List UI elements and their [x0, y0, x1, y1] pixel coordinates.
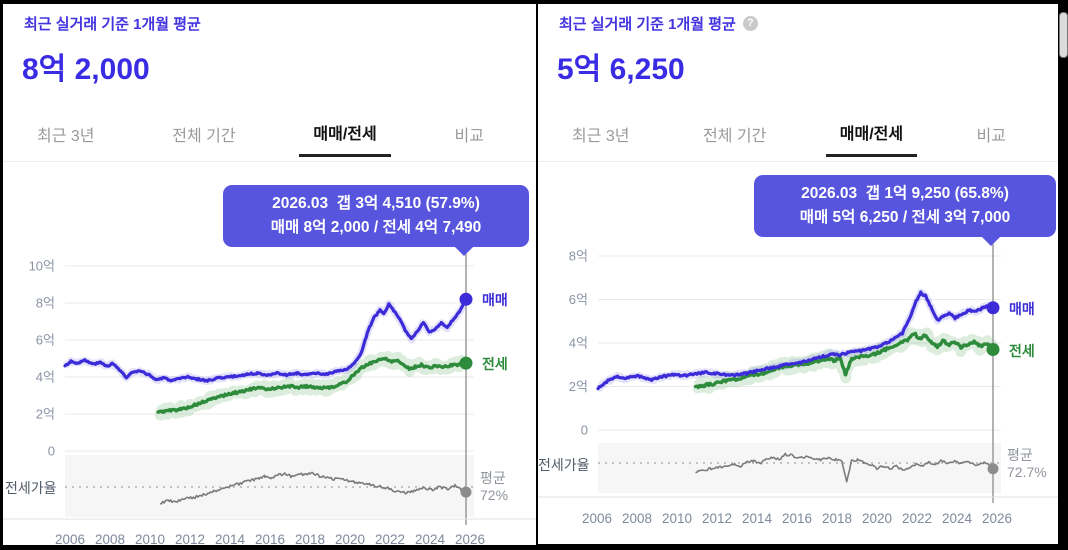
x-axis-tick: 2008: [622, 511, 652, 526]
vertical-scrollbar-thumb[interactable]: [1059, 12, 1068, 58]
x-axis-tick: 2022: [902, 511, 932, 526]
ratio-line: [159, 471, 467, 505]
tab-sale-jeonse[interactable]: 매매/전세: [299, 120, 391, 157]
average-word: 평균: [480, 470, 506, 487]
x-axis-tick: 2018: [822, 511, 852, 526]
tab-recent-3y[interactable]: 최근 3년: [23, 120, 109, 157]
legend-maemae-label: 매매: [482, 292, 508, 309]
maemae-endpoint-dot: [459, 292, 473, 306]
tooltip-gap-line: 2026.03 갭 3억 4,510 (57.9%): [272, 195, 480, 212]
maemae-line: [596, 290, 995, 391]
tab-compare[interactable]: 비교: [963, 120, 1020, 157]
jeonse-line: [156, 356, 468, 414]
y-axis-tick: 0: [48, 444, 55, 459]
tab-divider: [3, 161, 536, 162]
price-chart-panel-left: 최근 실거래 기준 1개월 평균 8억 2,000 최근 3년 전체 기간 매매…: [3, 4, 536, 545]
ratio-axis-label: 전세가율: [5, 480, 57, 496]
tab-recent-3y[interactable]: 최근 3년: [558, 120, 644, 157]
tab-bar: 최근 3년 전체 기간 매매/전세 비교: [538, 120, 1058, 157]
jeonse-band: [153, 351, 472, 421]
maemae-band: [62, 297, 470, 385]
tab-sale-jeonse[interactable]: 매매/전세: [825, 120, 918, 157]
tab-full-period[interactable]: 전체 기간: [158, 120, 249, 157]
average-value: 72.7%: [1007, 463, 1047, 480]
panel-header: 최근 실거래 기준 1개월 평균: [24, 13, 201, 34]
jeonse-band: [691, 327, 999, 394]
y-axis-tick: 2억: [36, 407, 55, 422]
help-icon[interactable]: ?: [742, 16, 758, 31]
x-axis-tick: 2014: [742, 511, 773, 526]
x-axis-tick: 2026: [982, 511, 1012, 526]
y-axis-tick: 10억: [29, 259, 55, 274]
y-axis-tick: 6억: [36, 333, 55, 348]
x-axis-tick: 2006: [55, 532, 85, 545]
tooltip-price-line: 매매 5억 6,250 / 전세 3억 7,000: [799, 209, 1011, 226]
jeonse-endpoint-dot: [459, 356, 473, 370]
x-axis-tick: 2018: [295, 532, 325, 545]
y-axis-tick: 8억: [569, 249, 588, 264]
x-axis-tick: 2012: [702, 511, 732, 526]
legend-jeonse-label: 전세: [482, 356, 508, 373]
tab-bar: 최근 3년 전체 기간 매매/전세 비교: [3, 120, 536, 157]
legend-jeonse-label: 전세: [1009, 342, 1035, 359]
panel-header: 최근 실거래 기준 1개월 평균 ?: [559, 13, 758, 34]
x-axis-tick: 2016: [255, 532, 285, 545]
chart-tooltip: 2026.03 갭 1억 9,250 (65.8%) 매매 5억 6,250 /…: [754, 175, 1056, 246]
average-value: 72%: [480, 487, 509, 504]
maemae-line: [63, 297, 468, 383]
jeonse-line: [693, 331, 995, 390]
ratio-line: [695, 452, 994, 483]
average-word: 평균: [1007, 446, 1033, 463]
y-axis-tick: 4억: [36, 370, 55, 385]
legend-average-label: 평균 72%: [480, 470, 508, 504]
ratio-endpoint-dot: [987, 463, 999, 475]
x-axis-tick: 2006: [582, 511, 612, 526]
x-axis-tick: 2010: [662, 511, 692, 526]
ratio-subchart-bg: [65, 455, 474, 517]
average-price: 5억 6,250: [557, 53, 685, 86]
tab-compare[interactable]: 비교: [441, 120, 498, 157]
jeonse-endpoint-dot: [986, 343, 1000, 357]
x-axis-tick: 2024: [942, 511, 973, 526]
x-axis-tick: 2024: [415, 532, 446, 545]
tooltip-gap-line: 2026.03 갭 1억 9,250 (65.8%): [801, 185, 1009, 202]
x-axis-tick: 2010: [135, 532, 165, 545]
legend-maemae-label: 매매: [1009, 300, 1035, 317]
ratio-axis-label: 전세가율: [538, 457, 590, 473]
average-price: 8억 2,000: [22, 53, 150, 86]
x-axis-tick: 2012: [175, 532, 205, 545]
x-axis-tick: 2014: [215, 532, 246, 545]
price-chart-panel-right: 최근 실거래 기준 1개월 평균 ? 5억 6,250 최근 3년 전체 기간 …: [538, 4, 1058, 544]
x-axis-tick: 2020: [335, 532, 365, 545]
chart-tooltip: 2026.03 갭 3억 4,510 (57.9%) 매매 8억 2,000 /…: [223, 185, 529, 256]
panel-subtitle: 최근 실거래 기준 1개월 평균: [24, 16, 201, 33]
y-axis-tick: 8억: [36, 296, 55, 311]
x-axis-tick: 2020: [862, 511, 892, 526]
x-axis-tick: 2008: [95, 532, 125, 545]
x-axis-tick: 2026: [455, 532, 485, 545]
ratio-subchart-bg: [598, 443, 1001, 493]
y-axis-tick: 4억: [569, 336, 588, 351]
x-axis-tick: 2022: [375, 532, 405, 545]
legend-average-label: 평균 72.7%: [1007, 447, 1047, 481]
tooltip-price-line: 매매 8억 2,000 / 전세 4억 7,490: [270, 219, 482, 236]
x-axis-tick: 2016: [782, 511, 812, 526]
tab-full-period[interactable]: 전체 기간: [689, 120, 780, 157]
y-axis-tick: 6억: [569, 292, 588, 307]
y-axis-tick: 0: [581, 423, 588, 438]
y-axis-tick: 2억: [569, 379, 588, 394]
panel-subtitle: 최근 실거래 기준 1개월 평균: [559, 16, 736, 33]
maemae-endpoint-dot: [986, 301, 1000, 315]
tab-divider: [538, 161, 1058, 162]
maemae-band: [595, 288, 997, 392]
ratio-endpoint-dot: [460, 486, 472, 498]
